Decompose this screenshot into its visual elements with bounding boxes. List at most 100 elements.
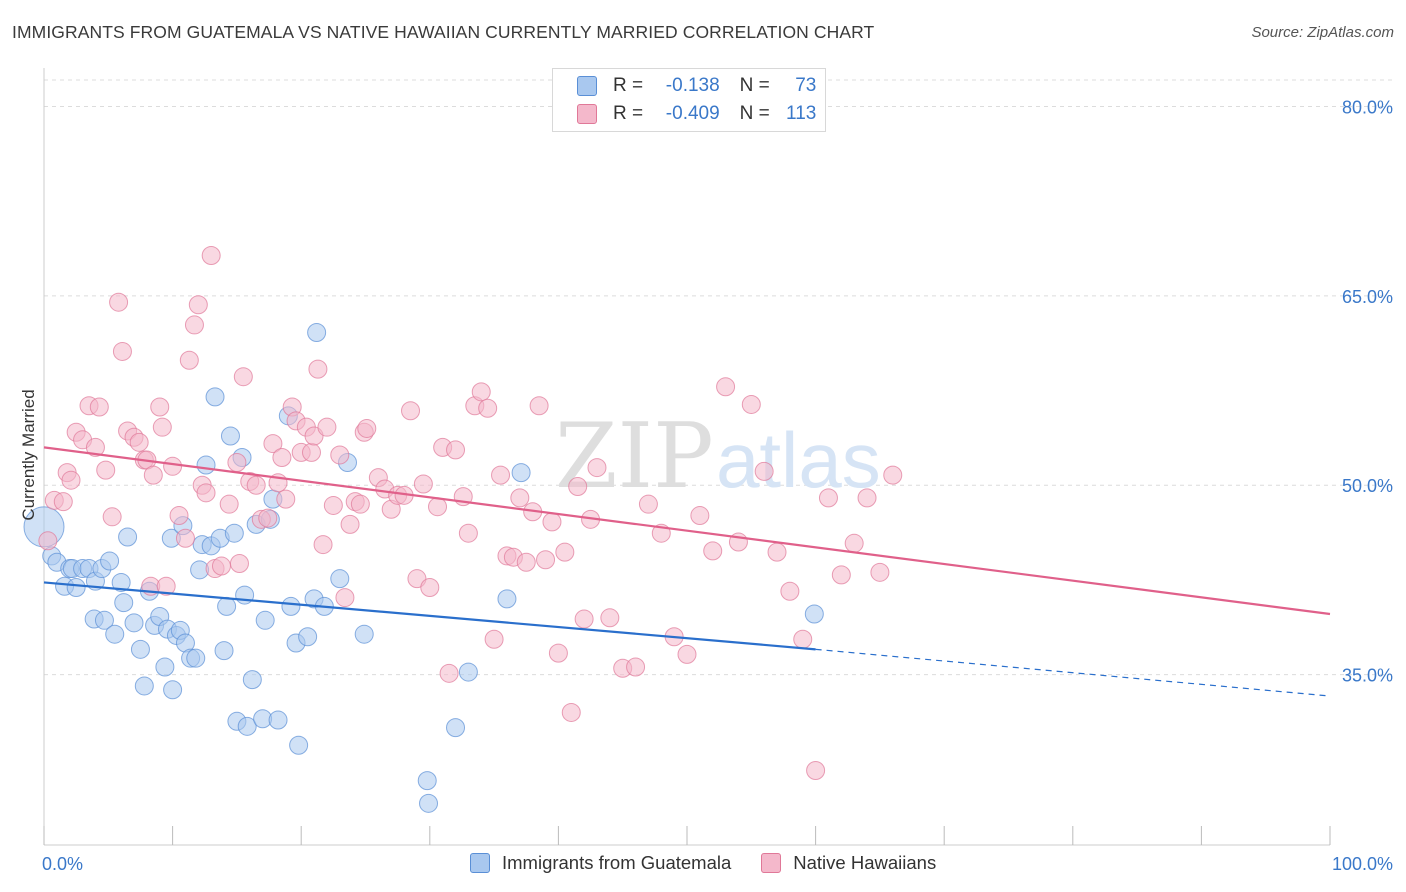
data-point (188, 295, 208, 315)
tick-labels: 35.0% 50.0% 65.0% 80.0% 0.0% 100.0% (42, 98, 1393, 874)
data-point (281, 596, 301, 616)
data-point (129, 432, 149, 452)
data-point (428, 497, 448, 517)
data-point (323, 495, 343, 515)
trend-line (43, 581, 816, 651)
data-point (205, 387, 225, 407)
data-point (66, 577, 86, 597)
data-point (417, 771, 437, 791)
data-point (196, 483, 216, 503)
data-point (114, 593, 134, 613)
legend-row-hawaiian: R = -0.409 N = 113 (577, 101, 816, 127)
data-point (217, 596, 237, 616)
data-point (330, 445, 350, 465)
data-point (224, 523, 244, 543)
data-point (548, 643, 568, 663)
legend-r-value: -0.409 (665, 103, 720, 124)
data-point (246, 475, 266, 495)
data-point (219, 494, 239, 514)
data-point (155, 657, 175, 677)
data-point (186, 648, 206, 668)
data-point (497, 589, 517, 609)
data-point (258, 508, 278, 528)
data-point (143, 465, 163, 485)
data-point (340, 514, 360, 534)
legend-swatch-blue (470, 853, 490, 873)
data-point (419, 793, 439, 813)
data-point (307, 323, 327, 343)
series-legend: Immigrants from Guatemala Native Hawaiia… (470, 852, 966, 874)
data-point (130, 639, 150, 659)
data-point (179, 350, 199, 370)
legend-item-guatemala: Immigrants from Guatemala (470, 852, 731, 874)
data-point (413, 474, 433, 494)
data-point (220, 426, 240, 446)
legend-n-value: 113 (786, 103, 817, 124)
legend-n-label: N = (739, 75, 770, 96)
data-point (831, 565, 851, 585)
data-point (357, 418, 377, 438)
legend-label-guatemala: Immigrants from Guatemala (502, 852, 732, 873)
data-point (793, 629, 813, 649)
trend-line (43, 446, 1331, 616)
data-point (767, 542, 787, 562)
data-point (446, 718, 466, 738)
data-point (883, 465, 903, 485)
data-point (184, 315, 204, 335)
data-point (857, 488, 877, 508)
data-point (818, 488, 838, 508)
x-tick-label: 0.0% (42, 854, 83, 874)
legend-r-label: R = (613, 103, 644, 124)
data-point (169, 506, 189, 526)
legend-swatch-blue (577, 76, 597, 96)
data-point (111, 572, 131, 592)
series-hawaiian-points (38, 246, 903, 781)
data-point (561, 702, 581, 722)
data-point (420, 577, 440, 597)
chart-title: IMMIGRANTS FROM GUATEMALA VS NATIVE HAWA… (12, 22, 875, 42)
data-point (268, 710, 288, 730)
y-tick-label: 65.0% (1342, 287, 1393, 307)
legend-label-hawaiian: Native Hawaiians (793, 852, 937, 873)
data-point (85, 437, 105, 457)
data-point (741, 394, 761, 414)
data-point (516, 552, 536, 572)
data-point (229, 554, 249, 574)
data-point (263, 434, 283, 454)
legend-r-label: R = (613, 75, 644, 96)
legend-n-label: N = (739, 103, 770, 124)
axes (43, 68, 1331, 846)
data-point (105, 624, 125, 644)
data-point (587, 458, 607, 478)
data-point (478, 398, 498, 418)
data-point (201, 246, 221, 266)
data-point (600, 608, 620, 628)
data-point (150, 397, 170, 417)
data-point (330, 569, 350, 589)
data-point (754, 461, 774, 481)
data-point (233, 367, 253, 387)
data-point (163, 680, 183, 700)
data-point (317, 417, 337, 437)
data-point (638, 494, 658, 514)
data-point (677, 644, 697, 664)
x-tick-label: 100.0% (1332, 854, 1393, 874)
data-point (255, 610, 275, 630)
y-tick-label: 50.0% (1342, 476, 1393, 496)
legend-row-guatemala: R = -0.138 N = 73 (577, 73, 816, 99)
data-point (354, 624, 374, 644)
data-point (401, 401, 421, 421)
watermark-atlas: atlas (716, 416, 881, 504)
y-axis-label: Currently Married (19, 389, 38, 520)
data-point (574, 609, 594, 629)
data-point (491, 465, 511, 485)
data-point (211, 556, 231, 576)
data-point (89, 397, 109, 417)
data-point (38, 531, 58, 551)
data-point (196, 455, 216, 475)
correlation-legend: R = -0.138 N = 73 R = -0.409 N = 113 (552, 68, 826, 132)
data-point (555, 542, 575, 562)
legend-item-hawaiian: Native Hawaiians (761, 852, 936, 874)
data-point (163, 456, 183, 476)
data-point (703, 541, 723, 561)
